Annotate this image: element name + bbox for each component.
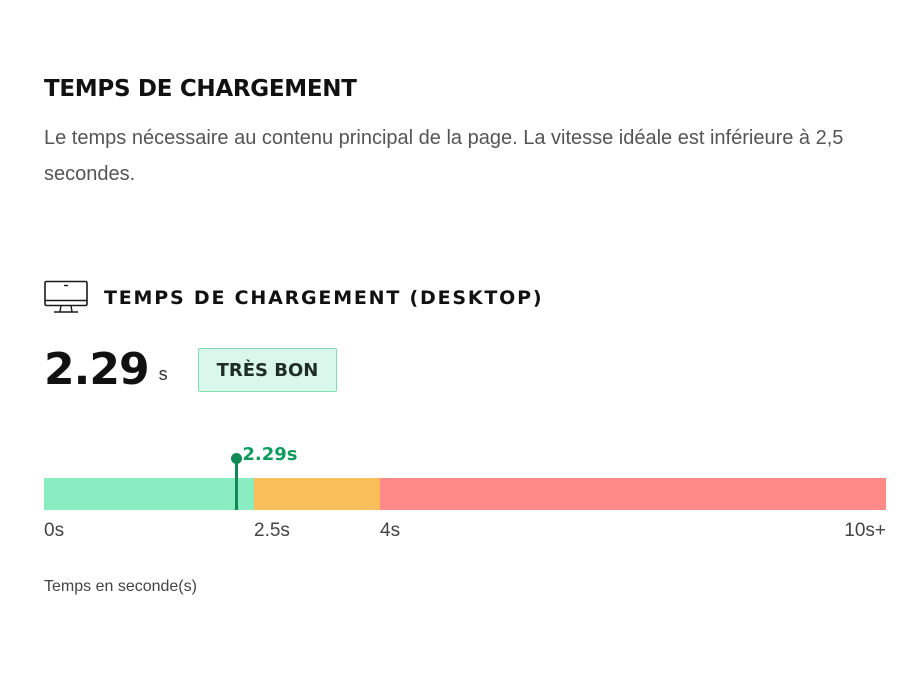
gauge-tick-label: 4s: [380, 520, 401, 541]
gauge-marker-label: 2.29s: [242, 444, 298, 465]
gauge-tick-label: 10s+: [844, 520, 886, 541]
metric-title: TEMPS DE CHARGEMENT (DESKTOP): [104, 287, 544, 309]
section-description: Le temps nécessaire au contenu principal…: [44, 127, 844, 185]
gauge-segment-0: [44, 478, 254, 510]
gauge-segment-1: [254, 478, 380, 510]
metric-value-row: 2.29 s TRÈS BON: [44, 342, 338, 398]
desktop-monitor-icon: [44, 280, 88, 313]
gauge-marker-line: [234, 458, 238, 510]
metric-header: TEMPS DE CHARGEMENT (DESKTOP): [44, 280, 543, 316]
gauge-tick-label: 2.5s: [254, 520, 290, 541]
gauge-tick-label: 0s: [44, 520, 65, 541]
gauge-axis-caption: Temps en seconde(s): [44, 578, 197, 595]
gauge-segment-2: [380, 478, 886, 510]
load-time-gauge: 2.29s 0s 2.5s 4s 10s+: [44, 440, 886, 550]
metric-unit: s: [158, 363, 168, 384]
section-title: TEMPS DE CHARGEMENT: [44, 76, 357, 102]
gauge-marker-dot: [230, 453, 242, 464]
rating-badge: TRÈS BON: [197, 348, 338, 392]
metric-value: 2.29: [44, 344, 150, 395]
gauge-bar: [44, 478, 886, 510]
